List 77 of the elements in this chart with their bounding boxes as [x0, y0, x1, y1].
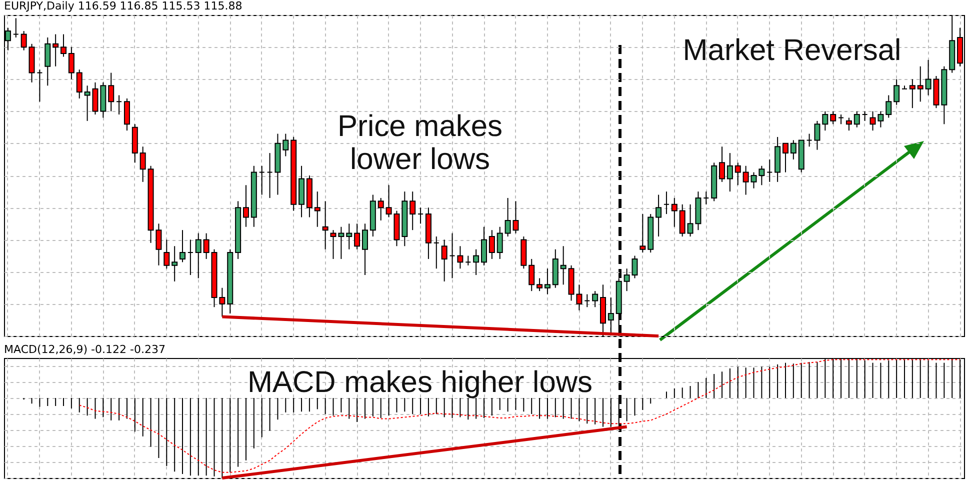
candlestick — [36, 69, 43, 102]
candlestick — [20, 30, 27, 51]
candlestick — [838, 114, 844, 125]
candlestick — [734, 162, 741, 186]
candlestick — [219, 287, 226, 318]
candlestick — [679, 204, 686, 237]
candlestick — [44, 36, 51, 86]
candlestick — [242, 184, 249, 228]
candlestick — [790, 140, 796, 160]
candlestick — [592, 290, 598, 308]
candlestick — [180, 230, 186, 263]
candlestick — [909, 78, 916, 109]
candlestick — [544, 268, 550, 295]
candlestick — [140, 146, 146, 182]
candlestick — [917, 66, 924, 102]
candlestick — [449, 232, 456, 279]
candlestick — [362, 223, 368, 276]
candlestick — [656, 194, 662, 237]
candlestick — [766, 158, 773, 182]
candlestick — [410, 191, 416, 231]
candlestick — [719, 146, 726, 182]
candlestick — [195, 232, 202, 279]
candlestick — [164, 239, 170, 270]
candlestick — [52, 34, 59, 67]
candlestick — [608, 296, 614, 334]
candlestick — [108, 72, 114, 112]
candlestick — [671, 197, 678, 228]
candlestick — [124, 98, 130, 132]
annotation: MACD makes higher lows — [246, 366, 594, 399]
candlestick — [457, 246, 464, 270]
chart-title: EURJPY,Daily 116.59 116.85 115.53 115.88 — [4, 0, 242, 12]
candlestick — [76, 69, 82, 99]
candlestick — [465, 255, 472, 266]
candlestick — [640, 214, 646, 254]
candlestick — [782, 142, 788, 173]
candlestick — [172, 246, 178, 282]
candlestick — [584, 294, 590, 308]
candlestick — [854, 110, 860, 128]
candlestick — [846, 117, 852, 132]
candlestick — [726, 152, 733, 192]
candlestick — [187, 239, 194, 276]
candlestick — [441, 239, 448, 282]
candlestick — [663, 191, 670, 215]
candlestick — [536, 278, 543, 292]
candlestick — [742, 165, 749, 196]
candlestick — [322, 200, 328, 250]
candlestick — [830, 110, 836, 125]
candlestick — [266, 152, 273, 198]
candlestick — [116, 94, 122, 116]
candlestick — [378, 197, 384, 221]
candlestick — [703, 191, 710, 205]
candlestick — [862, 110, 868, 122]
annotation: Market Reversal — [682, 34, 902, 67]
candlestick — [346, 223, 352, 250]
candlestick — [481, 226, 487, 266]
candlestick — [886, 94, 892, 118]
candlestick — [528, 258, 535, 292]
candlestick — [560, 246, 566, 286]
candlestick — [258, 165, 265, 196]
candlestick — [433, 236, 440, 270]
candlestick — [282, 133, 289, 157]
candlestick — [488, 230, 495, 260]
candlestick — [814, 120, 820, 150]
candlestick — [806, 133, 812, 148]
candlestick — [473, 248, 480, 276]
annotation: Price makes lower lows — [336, 110, 504, 176]
candlestick — [894, 78, 900, 106]
candlestick — [314, 191, 320, 228]
candlestick — [822, 110, 828, 132]
chart-title: MACD(12,26,9) -0.122 -0.237 — [4, 343, 166, 356]
candlestick — [496, 226, 503, 260]
candlestick — [901, 85, 908, 90]
candlestick — [12, 18, 19, 38]
candlestick — [60, 34, 67, 58]
candlestick — [68, 46, 74, 80]
candlestick — [418, 207, 424, 224]
candlestick — [354, 223, 360, 250]
